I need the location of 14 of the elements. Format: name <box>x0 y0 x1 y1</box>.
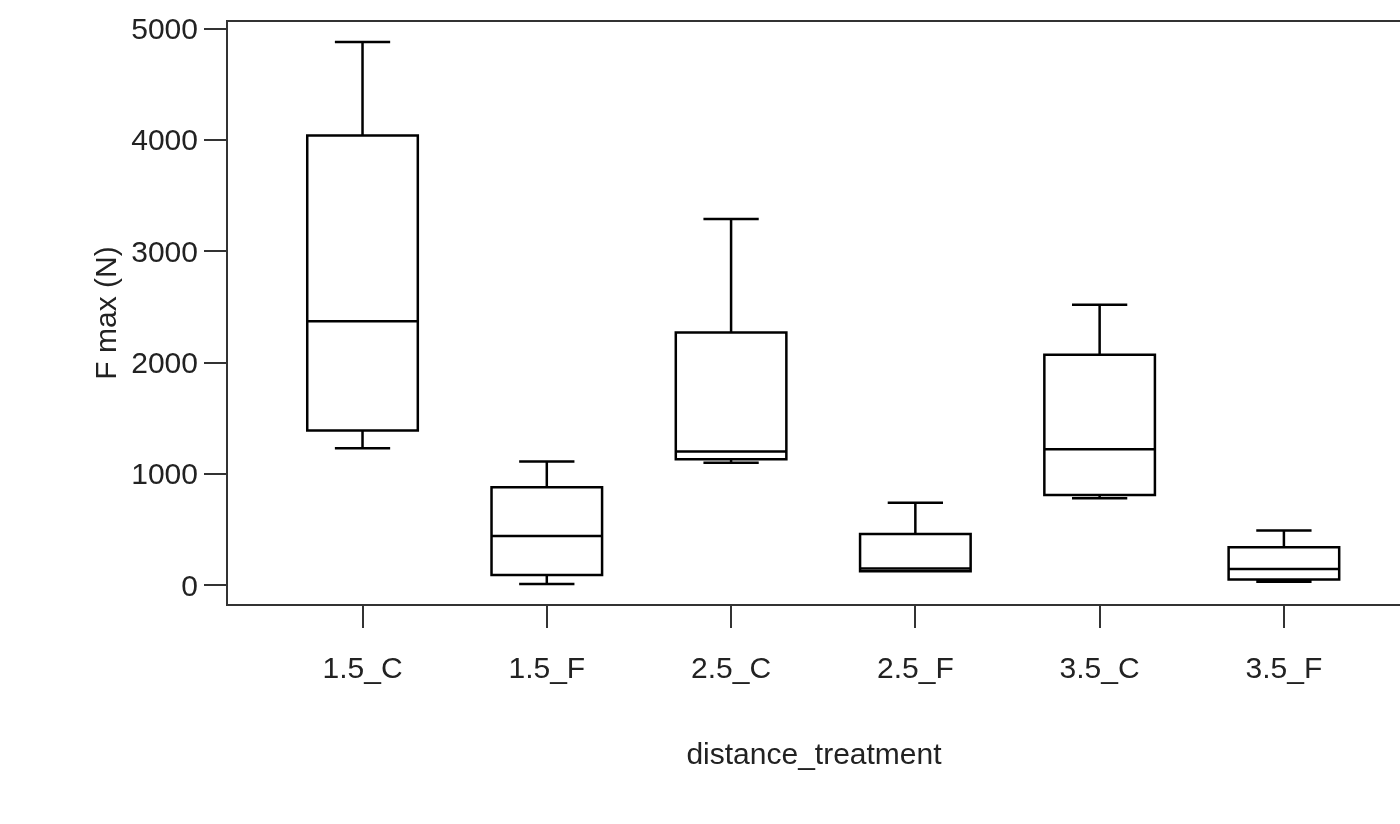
x-tick-label: 1.5_C <box>322 651 403 684</box>
y-tick-label: 5000 <box>131 12 198 46</box>
y-tick-label: 0 <box>181 568 198 602</box>
x-axis-title: distance_treatment <box>686 737 943 770</box>
x-tick-label: 3.5_F <box>1245 651 1323 684</box>
x-tick-label: 3.5_C <box>1059 651 1140 684</box>
y-tick-label: 2000 <box>131 346 198 380</box>
x-tick-label: 2.5_C <box>691 651 772 684</box>
x-tick-label: 1.5_F <box>508 651 586 684</box>
y-tick-label: 4000 <box>131 123 198 157</box>
x-tick-label: 2.5_F <box>876 651 954 684</box>
y-tick-label: 1000 <box>131 457 198 491</box>
y-axis-title: F max (N) <box>88 246 122 380</box>
y-tick-label: 3000 <box>131 234 198 268</box>
